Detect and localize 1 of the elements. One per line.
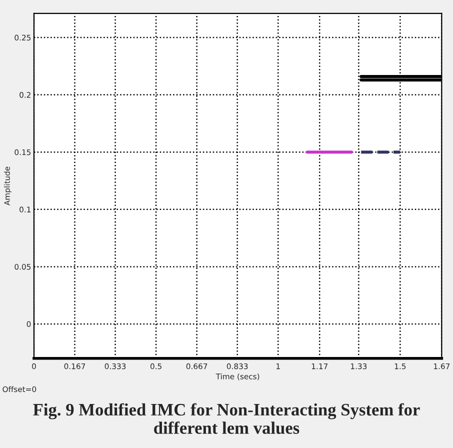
text: Fig. 9 Modified IMC for Non-Interacting System for different lem values <box>33 403 420 434</box>
